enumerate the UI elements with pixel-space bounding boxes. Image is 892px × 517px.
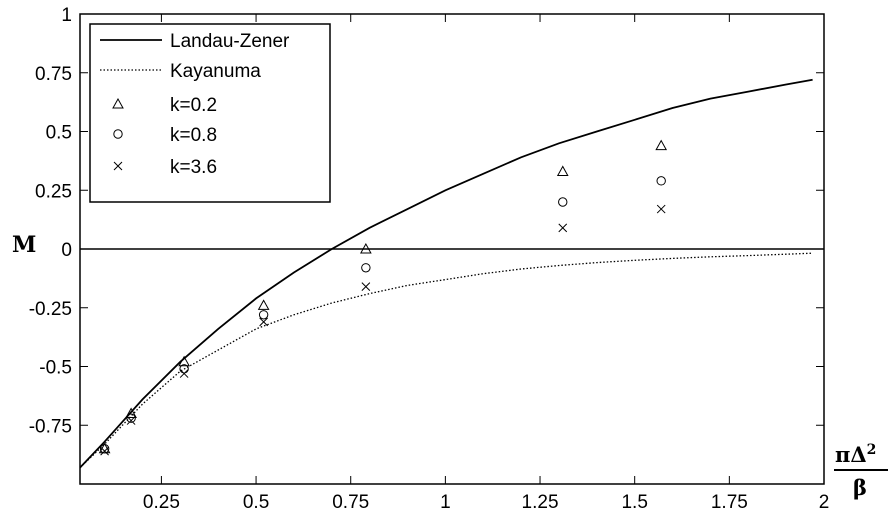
point-k-3-6 xyxy=(558,223,568,233)
series-layer xyxy=(79,78,813,469)
y-tick-label: 1 xyxy=(61,5,72,26)
x-axis-label-numerator-main: πΔ xyxy=(835,442,867,467)
x-tick-label: 2 xyxy=(819,492,830,513)
series-line-landau-zener xyxy=(79,78,813,469)
legend-label-k-0-2: k=0.2 xyxy=(170,95,217,116)
point-k-0-8 xyxy=(99,444,110,454)
x-tick-label: 0.25 xyxy=(143,492,180,513)
point-k-3-6 xyxy=(656,204,666,214)
legend-items: Landau-Zener Kayanuma k=0.2 k=0.8 k=3.6 xyxy=(100,31,290,178)
legend-label-landau-zener: Landau-Zener xyxy=(170,31,290,52)
y-tick-label: 0.5 xyxy=(46,123,72,144)
y-tick-label: 0.25 xyxy=(35,181,72,202)
point-k-0-8 xyxy=(126,413,136,423)
x-axis-label-numerator: πΔ2 xyxy=(835,442,876,467)
legend: Landau-Zener Kayanuma k=0.2 k=0.8 k=3.6 xyxy=(89,23,331,203)
x-tick-label: 0.75 xyxy=(332,492,369,513)
y-tick-label: -0.25 xyxy=(29,299,72,320)
axis-ticks: 0.25 0.5 0.75 1 1.25 1.5 1.75 2 1 0.75 0.5 0.25 0 -0.… xyxy=(29,5,830,513)
x-axis-label: πΔ2 β xyxy=(834,442,888,500)
series-line-kayanuma xyxy=(79,252,813,469)
x-axis-label-denominator: β xyxy=(853,475,867,500)
legend-swatch-k-3-6 xyxy=(113,161,123,171)
y-tick-label: 0.75 xyxy=(35,64,72,85)
point-k-3-6 xyxy=(361,282,371,291)
legend-box xyxy=(89,23,331,203)
x-tick-label: 1.25 xyxy=(522,492,559,513)
point-k-3-6 xyxy=(179,369,189,378)
point-k-3-6 xyxy=(259,317,268,327)
legend-swatch-k-0-8 xyxy=(113,129,123,139)
point-k-0-8 xyxy=(258,310,269,320)
point-k-3-6 xyxy=(126,416,136,425)
legend-label-kayanuma: Kayanuma xyxy=(170,61,261,82)
point-k-0-2 xyxy=(178,355,190,367)
y-tick-label: -0.75 xyxy=(29,416,72,437)
x-tick-label: 1.5 xyxy=(621,492,647,513)
point-k-3-6 xyxy=(100,446,109,456)
y-tick-label: 0 xyxy=(61,240,72,261)
x-tick-label: 1 xyxy=(440,492,451,513)
point-k-0-2 xyxy=(655,139,668,151)
y-tick-label: -0.5 xyxy=(39,358,72,379)
point-k-0-2 xyxy=(125,407,137,418)
x-tick-label: 1.75 xyxy=(711,492,748,513)
point-k-0-8 xyxy=(558,197,568,207)
point-k-0-8 xyxy=(656,176,666,186)
legend-label-k-0-8: k=0.8 xyxy=(170,125,217,146)
point-k-0-2 xyxy=(257,299,270,310)
legend-swatch-k-0-2 xyxy=(112,97,124,109)
point-k-0-2 xyxy=(556,165,569,176)
y-axis-label: M xyxy=(12,232,36,258)
point-k-0-8 xyxy=(361,263,371,273)
point-k-0-2 xyxy=(360,242,372,254)
legend-label-k-3-6: k=3.6 xyxy=(170,157,217,178)
x-axis-label-numerator-sup: 2 xyxy=(867,442,877,458)
x-tick-label: 0.5 xyxy=(243,492,269,513)
